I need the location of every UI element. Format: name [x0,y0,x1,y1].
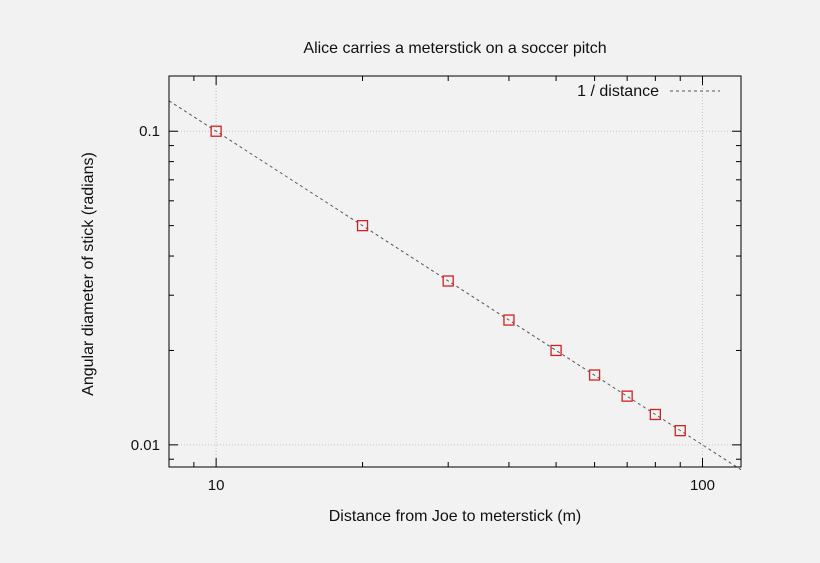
data-point-60m [588,369,601,381]
data-point-20m [356,219,369,232]
plot-frame [168,75,742,468]
data-point-10m [210,125,222,137]
grid-lines [169,76,741,467]
data-point-50m [550,344,562,357]
data-point-70m [621,390,633,402]
x-tick-label: 10 [208,477,225,494]
data-point-90m [674,424,686,437]
data-point-80m [649,408,662,421]
chart-title: Alice carries a meterstick on a soccer p… [303,40,606,57]
legend: 1 / distance [577,83,720,100]
x-tick-label: 100 [690,477,715,494]
data-point-40m [503,314,515,326]
y-axis-label: Angular diameter of stick (radians) [80,152,97,396]
legend-label: 1 / distance [577,83,659,100]
data-point-30m [442,275,454,287]
y-tick-label: 0.1 [139,123,160,140]
tick-labels: 10 100 0.1 0.01 [131,123,715,494]
series-points [210,125,686,437]
x-axis-label: Distance from Joe to meterstick (m) [329,508,582,525]
minor-ticks [169,76,741,467]
y-tick-label: 0.01 [131,437,160,454]
